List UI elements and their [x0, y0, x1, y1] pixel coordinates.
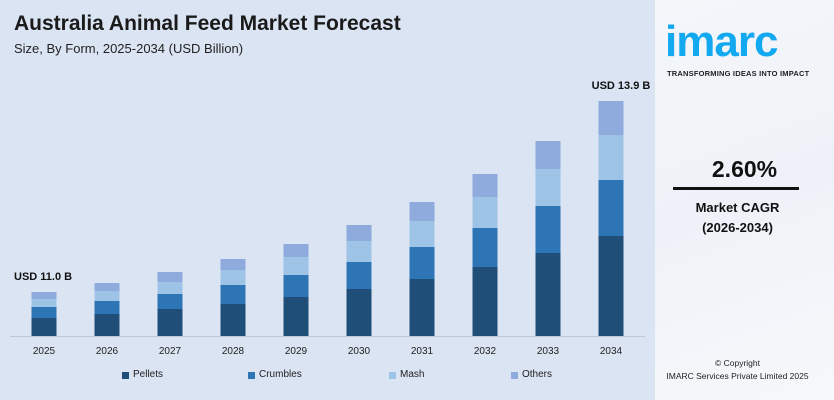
- legend-label: Others: [522, 369, 553, 380]
- bar-mash-2026: [94, 291, 120, 301]
- divider: [673, 187, 799, 190]
- bar-crumbles-2034: [598, 180, 624, 236]
- bar-pellets-2027: [157, 309, 183, 336]
- x-tick-label: 2034: [600, 346, 623, 357]
- legend-swatch: [248, 371, 255, 379]
- cagr-period: (2026-2034): [702, 220, 773, 235]
- legend-swatch: [389, 371, 396, 379]
- x-tick-label: 2028: [222, 346, 245, 357]
- bar-others-2028: [220, 259, 246, 270]
- bar-pellets-2028: [220, 304, 246, 336]
- stacked-bar-chart: 2025 USD 11.0 B 2026 2027 2028 2029 2030 2031 20…: [10, 80, 651, 357]
- legend-swatch: [122, 371, 129, 379]
- bar-pellets-2026: [94, 314, 120, 336]
- x-tick-label: 2030: [348, 346, 371, 357]
- bar-mash-2025: [31, 299, 57, 307]
- legend-label: Mash: [400, 369, 425, 380]
- bar-pellets-2029: [283, 297, 309, 336]
- bar-crumbles-2025: [31, 307, 57, 318]
- bar-pellets-2030: [346, 289, 372, 336]
- total-label-2034: USD 13.9 B: [592, 80, 651, 92]
- legend-item-pellets: Pellets: [122, 369, 163, 381]
- chart-panel: Australia Animal Feed Market Forecast Si…: [0, 0, 655, 400]
- legend-label: Crumbles: [259, 369, 302, 380]
- x-tick-label: 2032: [474, 346, 497, 357]
- bar-mash-2034: [598, 135, 624, 180]
- chart-subtitle: Size, By Form, 2025-2034 (USD Billion): [14, 41, 244, 56]
- bar-mash-2032: [472, 197, 498, 228]
- legend-label: Pellets: [133, 369, 164, 380]
- bar-mash-2028: [220, 270, 246, 285]
- copyright-label: © Copyright: [714, 358, 760, 368]
- x-tick-label: 2029: [285, 346, 308, 357]
- bar-crumbles-2032: [472, 228, 498, 267]
- bar-mash-2031: [409, 221, 435, 247]
- bar-crumbles-2026: [94, 301, 120, 314]
- bar-crumbles-2027: [157, 294, 183, 309]
- tagline: TRANSFORMING IDEAS INTO IMPACT: [667, 69, 810, 78]
- cagr-label: Market CAGR (2026-2034): [655, 198, 820, 238]
- bar-others-2031: [409, 202, 435, 221]
- imarc-logo: imarc: [665, 17, 778, 66]
- bar-crumbles-2029: [283, 275, 309, 297]
- x-tick-label: 2026: [96, 346, 119, 357]
- bar-crumbles-2030: [346, 262, 372, 289]
- chart-title: Australia Animal Feed Market Forecast: [14, 12, 401, 35]
- bar-mash-2030: [346, 241, 372, 262]
- bar-others-2026: [94, 283, 120, 291]
- bar-mash-2029: [283, 257, 309, 275]
- copyright: © Copyright IMARC Services Private Limit…: [655, 357, 820, 383]
- legend-item-mash: Mash: [389, 369, 424, 381]
- bar-pellets-2032: [472, 267, 498, 336]
- bar-mash-2033: [535, 169, 561, 206]
- bar-others-2030: [346, 225, 372, 241]
- bar-crumbles-2031: [409, 247, 435, 279]
- bar-pellets-2033: [535, 253, 561, 336]
- bar-others-2025: [31, 292, 57, 299]
- bar-others-2027: [157, 272, 183, 282]
- bar-others-2029: [283, 244, 309, 257]
- bar-pellets-2034: [598, 236, 624, 336]
- legend-swatch: [511, 371, 518, 379]
- bar-mash-2027: [157, 282, 183, 294]
- info-panel: imarc TRANSFORMING IDEAS INTO IMPACT 2.6…: [655, 0, 834, 400]
- legend-item-crumbles: Crumbles: [248, 369, 302, 381]
- x-tick-label: 2025: [33, 346, 56, 357]
- bar-crumbles-2028: [220, 285, 246, 304]
- bar-pellets-2031: [409, 279, 435, 336]
- x-tick-label: 2033: [537, 346, 560, 357]
- bar-pellets-2025: [31, 318, 57, 336]
- x-tick-label: 2027: [159, 346, 182, 357]
- cagr-label-text: Market CAGR: [695, 200, 780, 215]
- bar-others-2033: [535, 141, 561, 169]
- total-label-2025: USD 11.0 B: [14, 271, 72, 283]
- company-name: IMARC Services Private Limited 2025: [666, 371, 809, 381]
- x-tick-label: 2031: [411, 346, 434, 357]
- cagr-value: 2.60%: [711, 156, 778, 182]
- bar-others-2034: [598, 101, 624, 135]
- bar-crumbles-2033: [535, 206, 561, 253]
- legend-item-others: Others: [511, 369, 552, 381]
- bar-others-2032: [472, 174, 498, 197]
